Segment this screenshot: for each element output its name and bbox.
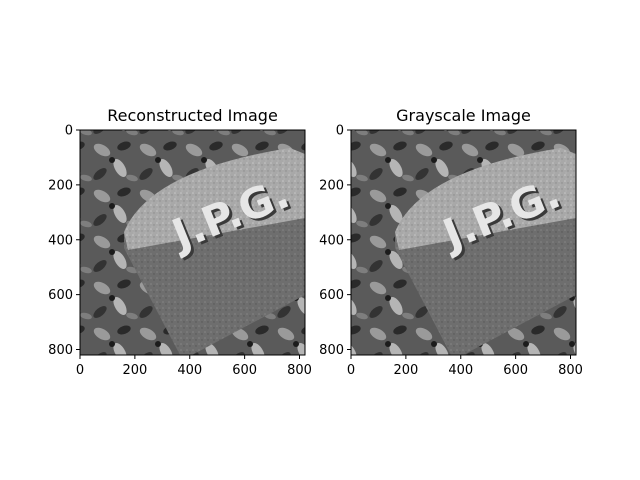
y-tick-label: 800 [48,343,73,358]
x-tick-label: 600 [503,363,528,378]
image-content: J.P.G.J.P.G. [351,130,576,355]
y-tick-label: 600 [319,288,344,303]
stone-top-face [395,148,576,250]
image-content: J.P.G.J.P.G. [80,130,305,355]
x-tick-label: 200 [122,363,147,378]
x-tick-label: 0 [76,363,84,378]
subplot-title: Reconstructed Image [107,106,278,125]
x-tick-label: 800 [558,363,583,378]
subplot-2: J.P.G.J.P.G. Grayscale Image 0 200 400 600 800… [319,106,583,378]
axes-frame [350,129,577,356]
x-tick-label: 400 [448,363,473,378]
y-tick-label: 200 [48,178,73,193]
stone-top-face [124,148,305,250]
y-tick-label: 200 [319,178,344,193]
y-tick-label: 0 [336,124,344,139]
axes-frame [79,129,306,356]
x-tick-label: 200 [393,363,418,378]
subplot-1: J.P.G.J.P.G. Reconstructed Image 0 200 400 60… [48,106,312,378]
x-tick-label: 400 [177,363,202,378]
y-tick-label: 400 [48,233,73,248]
y-tick-label: 600 [48,288,73,303]
x-tick-label: 600 [232,363,257,378]
y-tick-label: 400 [319,233,344,248]
y-tick-label: 0 [65,124,73,139]
axes-layer: J.P.G.J.P.G. Reconstructed Image 0 200 400 60… [48,106,583,378]
x-tick-label: 0 [347,363,355,378]
y-tick-label: 800 [319,343,344,358]
subplot-title: Grayscale Image [396,106,531,125]
x-tick-label: 800 [287,363,312,378]
